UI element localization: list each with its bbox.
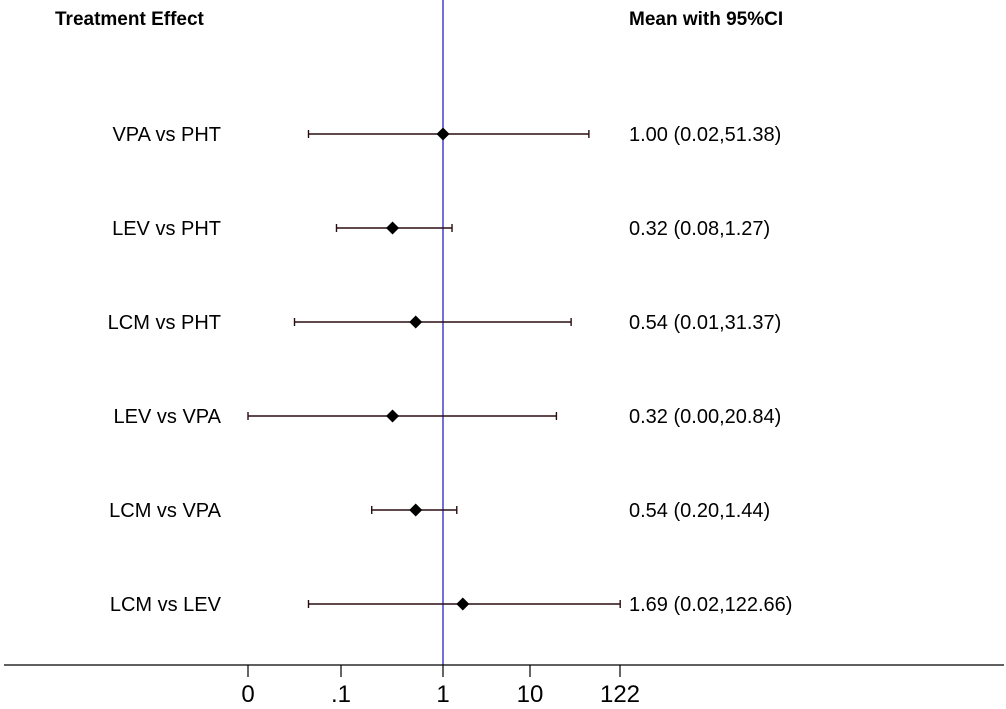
x-tick-label: 10	[517, 681, 544, 708]
forest-row: LEV vs VPA 0.32 (0.00,20.84)	[114, 406, 782, 428]
mean-marker	[436, 127, 450, 141]
mean-marker	[386, 409, 400, 423]
x-axis-ticks: 0 .1 1 10 122	[241, 665, 640, 708]
forest-row: LEV vs PHT 0.32 (0.08,1.27)	[112, 218, 770, 240]
forest-row: LCM vs PHT 0.54 (0.01,31.37)	[108, 312, 782, 334]
x-tick-label: 122	[600, 681, 640, 708]
mean-marker	[409, 503, 423, 517]
row-estimate: 0.32 (0.08,1.27)	[629, 218, 770, 240]
row-estimate: 0.54 (0.01,31.37)	[629, 312, 781, 334]
left-column-header: Treatment Effect	[55, 9, 205, 30]
row-label: LCM vs PHT	[108, 312, 221, 334]
row-label: LCM vs VPA	[109, 500, 222, 522]
x-tick-label: 1	[436, 681, 449, 708]
row-estimate: 0.54 (0.20,1.44)	[629, 500, 770, 522]
mean-marker	[456, 597, 470, 611]
row-label: LEV vs PHT	[112, 218, 221, 240]
row-label: LCM vs LEV	[110, 594, 222, 616]
forest-row: LCM vs LEV 1.69 (0.02,122.66)	[110, 594, 793, 616]
row-estimate: 1.00 (0.02,51.38)	[629, 124, 781, 146]
forest-row: VPA vs PHT 1.00 (0.02,51.38)	[112, 124, 781, 146]
row-estimate: 0.32 (0.00,20.84)	[629, 406, 781, 428]
plot-area: VPA vs PHT 1.00 (0.02,51.38) LEV vs PHT 0.3…	[108, 0, 793, 665]
row-estimate: 1.69 (0.02,122.66)	[629, 594, 792, 616]
right-column-header: Mean with 95%CI	[629, 9, 783, 30]
mean-marker	[409, 315, 423, 329]
row-label: VPA vs PHT	[112, 124, 221, 146]
forest-row: LCM vs VPA 0.54 (0.20,1.44)	[109, 500, 770, 522]
x-tick-label: 0	[241, 681, 254, 708]
x-tick-label: .1	[331, 681, 351, 708]
row-label: LEV vs VPA	[114, 406, 222, 428]
mean-marker	[386, 221, 400, 235]
